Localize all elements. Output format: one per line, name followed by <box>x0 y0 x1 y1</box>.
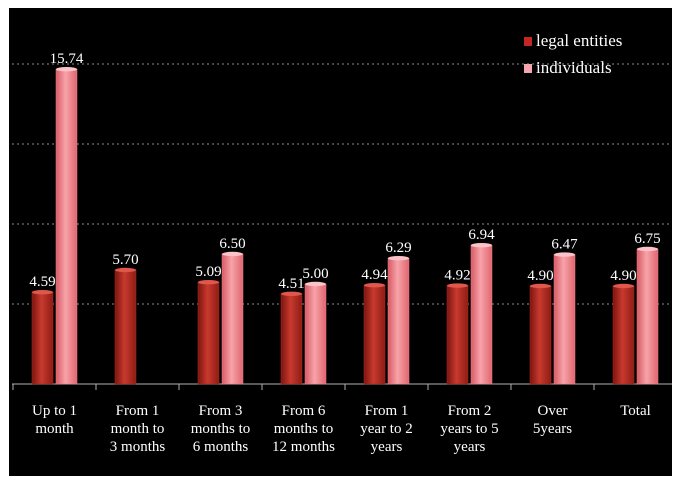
bar-legal-entities <box>363 284 386 385</box>
bar-legal-entities <box>446 285 469 385</box>
category-label: From 1 month to 3 months <box>110 403 166 455</box>
data-label: 4.94 <box>361 267 388 283</box>
bar-legal-entities <box>529 285 552 385</box>
bar-legal-entities <box>114 269 137 385</box>
bar-legal-entities <box>197 281 220 385</box>
category-label: Total <box>620 403 651 419</box>
bar-cap <box>388 256 409 261</box>
category-labels: Up to 1 month From 1 month to 3 months From 3… <box>32 403 651 455</box>
bar-legal-entities <box>31 291 54 385</box>
data-label: 4.59 <box>29 274 55 290</box>
bar-cap <box>115 267 136 273</box>
data-label: 6.94 <box>468 227 495 243</box>
category-label: Over 5years <box>533 403 572 437</box>
bar-cap <box>530 283 551 289</box>
data-label: 6.50 <box>219 236 245 252</box>
bar-cap <box>305 281 326 287</box>
data-label: 4.90 <box>610 268 636 284</box>
legend-label: individuals <box>536 58 612 77</box>
bar-cap <box>613 283 634 289</box>
bar-individuals <box>304 283 327 385</box>
bars <box>31 67 659 385</box>
plot-background <box>9 8 672 476</box>
data-labels: 4.59 15.74 5.70 5.09 6.50 4.515.00 4.94 6.29 4.9… <box>29 51 660 292</box>
data-label: 15.74 <box>50 51 84 67</box>
legend-swatch <box>524 64 532 73</box>
data-label: 5.00 <box>302 266 328 282</box>
legend: legal entities individuals <box>524 31 622 77</box>
legend-label: legal entities <box>536 31 622 50</box>
bar-cap <box>447 283 468 288</box>
data-label: 4.51 <box>278 276 304 292</box>
bar-cap <box>56 67 77 72</box>
category-label: From 2 years to 5 years <box>440 403 498 455</box>
bar-individuals <box>553 254 576 385</box>
bar-individuals <box>387 257 410 385</box>
category-label: From 6 months to 12 months <box>272 403 335 455</box>
data-label: 6.47 <box>551 237 578 253</box>
data-label: 6.75 <box>634 231 660 247</box>
category-label: From 3 months to 6 months <box>191 403 251 455</box>
bar-cap <box>222 251 243 257</box>
category-label: Up to 1 month <box>32 403 77 437</box>
bar-individuals <box>221 253 244 385</box>
bar-cap <box>32 290 53 295</box>
bar-individuals <box>55 68 78 385</box>
bar-cap <box>471 243 492 248</box>
bar-individuals <box>636 248 659 385</box>
data-label: 5.70 <box>112 252 138 268</box>
data-label: 6.29 <box>385 240 411 256</box>
data-label: 5.09 <box>195 264 221 280</box>
bar-legal-entities <box>280 293 303 385</box>
bar-cap <box>364 283 385 288</box>
bar-cap <box>554 252 575 257</box>
bar-cap <box>281 291 302 296</box>
data-label: 4.92 <box>444 268 470 284</box>
category-label: From 1 year to 2 years <box>360 403 412 455</box>
data-label: 4.90 <box>527 268 553 284</box>
bar-legal-entities <box>612 285 635 385</box>
legend-swatch <box>524 37 532 46</box>
bar-individuals <box>470 244 493 385</box>
bar-cap <box>637 246 658 252</box>
bar-cap <box>198 280 219 285</box>
